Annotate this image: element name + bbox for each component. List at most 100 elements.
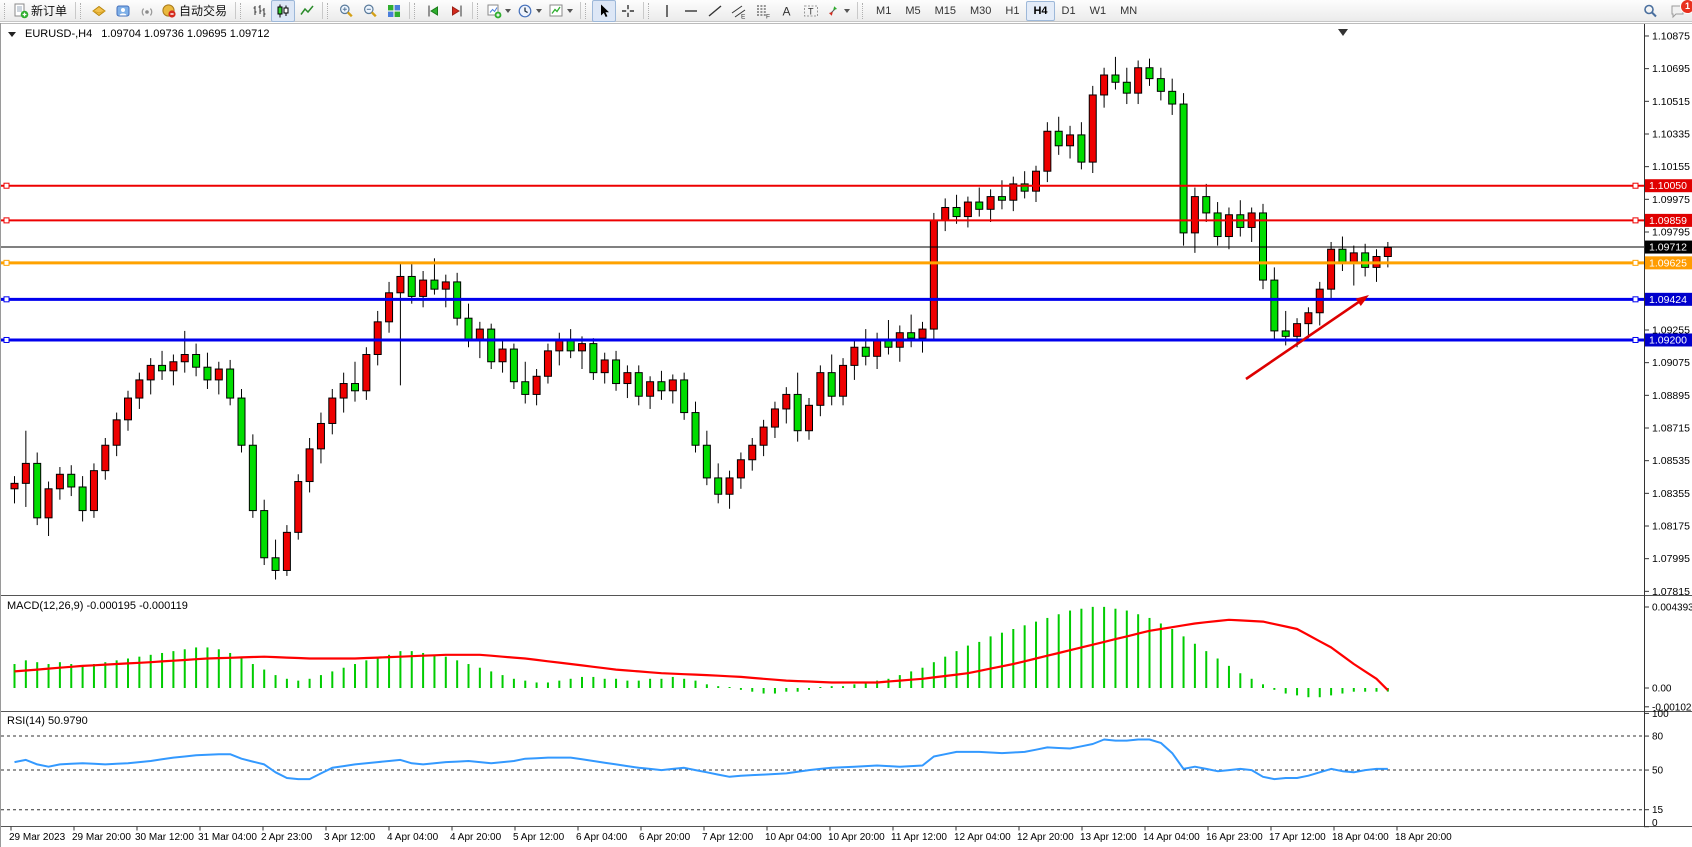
tf-m1-button[interactable]: M1 — [869, 1, 898, 21]
candle-body — [691, 412, 700, 446]
chat-button[interactable]: 1 — [1666, 0, 1692, 22]
macd-histogram-bar — [649, 678, 652, 688]
horizontal-line-button[interactable] — [679, 0, 703, 22]
chart-canvas[interactable]: 1.10875 1.10695 1.10515 1.10335 1.10155 1.099… — [1, 23, 1692, 847]
svg-text:F: F — [766, 13, 770, 19]
time-axis[interactable] — [1, 826, 1692, 847]
hline-handle[interactable] — [3, 336, 10, 343]
macd-histogram-bar — [13, 664, 16, 688]
macd-histogram-bar — [785, 688, 788, 692]
tile-windows-button[interactable] — [382, 0, 406, 22]
time-label: 18 Apr 04:00 — [1332, 832, 1389, 843]
zoom-out-button[interactable] — [358, 0, 382, 22]
new-order-icon — [13, 3, 29, 19]
candle-body — [1156, 78, 1165, 92]
tf-m5-button[interactable]: M5 — [898, 1, 927, 21]
crosshair-button[interactable] — [616, 0, 640, 22]
candle-body — [646, 381, 655, 397]
candle-body — [1032, 170, 1040, 192]
vertical-line-button[interactable] — [655, 0, 679, 22]
chevron-down-icon[interactable] — [536, 8, 543, 13]
candle-body — [680, 379, 689, 414]
hline-handle[interactable] — [3, 296, 10, 303]
hosting-button[interactable] — [111, 0, 135, 22]
tf-m15-button[interactable]: M15 — [928, 1, 963, 21]
chevron-down-icon[interactable] — [844, 8, 851, 13]
tf-m15-label: M15 — [934, 4, 956, 17]
rsi-indicator-label: RSI(14) 50.9790 — [7, 715, 88, 727]
tf-m30-button[interactable]: M30 — [963, 1, 998, 21]
hline-handle[interactable] — [3, 259, 10, 266]
hline-handle[interactable] — [1632, 182, 1639, 189]
toolbar-separator — [472, 2, 474, 19]
macd-histogram-bar — [422, 652, 425, 688]
chart-shift-button[interactable] — [445, 0, 469, 22]
macd-histogram-bar — [1239, 673, 1242, 688]
price-level-label-box — [1645, 213, 1692, 227]
candle-body — [748, 444, 757, 461]
tf-d1-button[interactable]: D1 — [1055, 1, 1083, 21]
tf-h4-button[interactable]: H4 — [1026, 0, 1055, 21]
cursor-button[interactable] — [592, 0, 617, 22]
candle-body — [918, 328, 927, 339]
chart-shift-icon — [449, 3, 465, 19]
tf-w1-button[interactable]: W1 — [1083, 1, 1114, 21]
templates-button[interactable] — [546, 0, 577, 22]
hline-handle[interactable] — [1632, 217, 1639, 224]
macd-histogram-bar — [1284, 688, 1287, 694]
macd-tick-label: 0.00 — [1652, 684, 1672, 695]
chevron-down-icon[interactable] — [567, 8, 574, 13]
equidistant-channel-button[interactable]: E — [727, 0, 751, 22]
candle-body — [282, 531, 291, 571]
chevron-down-icon[interactable] — [505, 8, 512, 13]
time-label: 29 Mar 2023 — [9, 832, 66, 843]
text-label-button[interactable]: T — [799, 0, 823, 22]
price-axis[interactable] — [1644, 23, 1692, 827]
macd-histogram-bar — [876, 680, 879, 688]
candle-body — [929, 219, 938, 330]
chart-bars-button[interactable] — [247, 0, 271, 22]
chart-menu-icon[interactable] — [8, 31, 16, 37]
chart-line-button[interactable] — [295, 0, 319, 22]
tf-h1-button[interactable]: H1 — [998, 1, 1026, 21]
candle-body — [21, 462, 30, 484]
trend-line-button[interactable] — [703, 0, 727, 22]
tf-mn-button[interactable]: MN — [1113, 1, 1144, 21]
arrows-button[interactable] — [823, 0, 854, 22]
hline-handle[interactable] — [1632, 336, 1639, 343]
new-chart-button[interactable] — [484, 0, 515, 22]
candle-body — [44, 488, 53, 519]
hline-handle[interactable] — [1632, 296, 1639, 303]
autotrading-button[interactable]: 自动交易 — [159, 0, 232, 22]
chart-window[interactable]: EURUSD-,H4 1.09704 1.09736 1.09695 1.097… — [0, 23, 1692, 847]
zoom-in-button[interactable] — [334, 0, 358, 22]
candle-body — [543, 350, 552, 377]
time-label: 3 Apr 12:00 — [324, 832, 376, 843]
hline-handle[interactable] — [3, 217, 10, 224]
fibonacci-button[interactable]: F — [751, 0, 775, 22]
toolbar-grip — [327, 2, 331, 19]
candle-body — [1304, 312, 1313, 325]
candle-body — [1009, 183, 1018, 201]
candle-body — [1179, 103, 1188, 234]
rsi-line — [14, 738, 1388, 781]
signals-button[interactable] — [135, 0, 159, 22]
periods-button[interactable] — [515, 0, 546, 22]
hline-handle[interactable] — [1632, 259, 1639, 266]
candle-body — [1315, 288, 1324, 314]
macd-histogram-bar — [603, 678, 606, 688]
chart-autoscroll-button[interactable] — [421, 0, 445, 22]
new-order-button[interactable]: 新订单 — [11, 0, 72, 22]
chart-candles-button[interactable] — [271, 0, 296, 22]
time-label: 4 Apr 20:00 — [450, 832, 502, 843]
trend-arrow-annotation[interactable] — [1245, 295, 1369, 381]
rsi-tick-label: 50 — [1652, 766, 1664, 777]
candle-body — [1361, 252, 1370, 268]
toolbar-separator — [409, 2, 411, 19]
candle-body — [351, 383, 359, 392]
text-button[interactable]: A — [775, 0, 799, 22]
hline-handle[interactable] — [3, 182, 10, 189]
search-button[interactable] — [1638, 0, 1662, 22]
shift-marker[interactable] — [1338, 29, 1348, 36]
mql5-button[interactable] — [87, 0, 111, 22]
